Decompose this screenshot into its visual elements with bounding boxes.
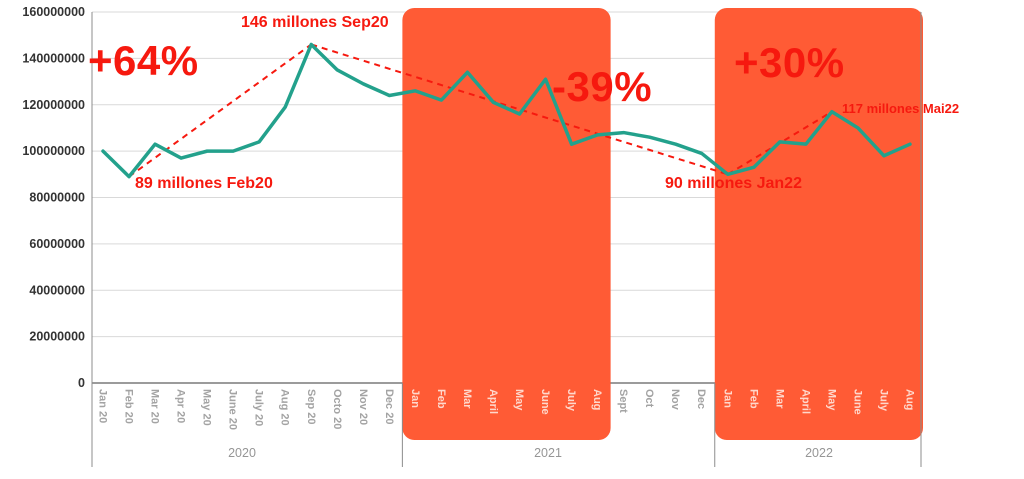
- x-axis-month-label: Aug: [904, 389, 916, 410]
- x-axis-month-label: Jan 20: [97, 389, 109, 423]
- y-axis-tick-label: 120000000: [22, 98, 85, 112]
- x-axis-month-label: Dec: [695, 389, 707, 409]
- x-axis-month-label: June: [539, 389, 551, 415]
- x-axis-month-label: Sep 20: [305, 389, 317, 424]
- x-axis-month-label: Mar: [773, 389, 785, 409]
- y-axis-tick-label: 0: [78, 376, 85, 390]
- highlight-band-jan-aug-2022: [714, 8, 923, 440]
- year-label-2021: 2021: [534, 446, 562, 460]
- y-axis-tick-label: 80000000: [29, 191, 85, 205]
- year-label-2022: 2022: [805, 446, 833, 460]
- year-label-2020: 2020: [228, 446, 256, 460]
- x-axis-month-label: Dec 20: [383, 389, 395, 424]
- y-axis-tick-label: 60000000: [29, 237, 85, 251]
- x-axis-month-label: Nov: [669, 389, 681, 411]
- x-axis-month-label: Octo 20: [331, 389, 343, 429]
- x-axis-month-label: July: [565, 389, 577, 412]
- annotation-low-feb20: 89 millones Feb20: [135, 175, 273, 192]
- x-axis-month-label: May 20: [201, 389, 213, 426]
- data-series-line: [101, 42, 912, 179]
- annotation-drop-2021: -39%: [552, 63, 653, 110]
- x-axis-month-label: Oct: [643, 389, 655, 408]
- x-axis-month-label: Feb: [435, 389, 447, 409]
- x-axis-month-label: Aug: [591, 389, 603, 410]
- y-axis-tick-label: 20000000: [29, 330, 85, 344]
- x-axis-month-label: Sept: [617, 389, 629, 413]
- annotation-peak-sep20: 146 millones Sep20: [241, 14, 389, 31]
- x-axis-month-label: Mar: [461, 389, 473, 409]
- x-axis-month-label: July 20: [253, 389, 265, 426]
- x-axis-month-label: Jan: [409, 389, 421, 408]
- x-axis-month-label: Feb: [747, 389, 759, 409]
- x-axis-month-label: June: [851, 389, 863, 415]
- x-axis-month-label: July: [877, 389, 889, 412]
- x-axis-month-label: Aug 20: [279, 389, 291, 426]
- y-axis-tick-label: 100000000: [22, 144, 85, 158]
- x-axis-month-label: April: [487, 389, 499, 414]
- x-axis-month-label: Jan: [721, 389, 733, 408]
- annotation-growth-2022: +30%: [734, 39, 845, 86]
- y-axis-tick-label: 160000000: [22, 5, 85, 19]
- x-axis-month-label: Feb 20: [123, 389, 135, 424]
- x-axis-month-label: Apr 20: [175, 389, 187, 423]
- trend-dashed-line: [128, 43, 312, 178]
- annotation-growth-2020: +64%: [88, 37, 199, 84]
- x-axis-month-label: Nov 20: [357, 389, 369, 425]
- y-axis-tick-label: 40000000: [29, 283, 85, 297]
- x-axis-month-label: June 20: [227, 389, 239, 430]
- trend-dashed-line: [310, 43, 729, 176]
- annotation-low-jan22: 90 millones Jan22: [665, 175, 802, 192]
- x-axis-month-label: May: [825, 389, 837, 411]
- x-axis-month-label: Mar 20: [149, 389, 161, 424]
- annotation-peak-mai22: 117 millones Mai22: [842, 101, 960, 116]
- x-axis-month-label: May: [513, 389, 525, 411]
- y-axis-tick-label: 140000000: [22, 51, 85, 65]
- x-axis-month-label: April: [799, 389, 811, 414]
